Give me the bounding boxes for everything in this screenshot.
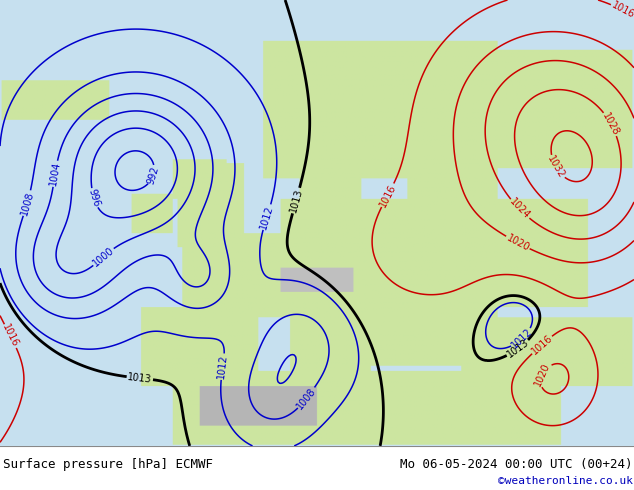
Text: 1016: 1016 bbox=[1, 323, 20, 349]
Text: 1028: 1028 bbox=[600, 111, 621, 137]
Text: 992: 992 bbox=[146, 165, 161, 185]
Text: 1020: 1020 bbox=[505, 233, 531, 253]
Text: 1016: 1016 bbox=[378, 182, 398, 208]
Text: 1012: 1012 bbox=[216, 354, 230, 379]
Text: 1024: 1024 bbox=[507, 197, 532, 221]
Text: 1013: 1013 bbox=[288, 188, 304, 214]
Text: Mo 06-05-2024 00:00 UTC (00+24): Mo 06-05-2024 00:00 UTC (00+24) bbox=[400, 458, 633, 471]
Text: 1032: 1032 bbox=[546, 154, 567, 180]
Text: 1013: 1013 bbox=[127, 372, 153, 385]
Text: ©weatheronline.co.uk: ©weatheronline.co.uk bbox=[498, 476, 633, 487]
Text: 1016: 1016 bbox=[610, 0, 634, 21]
Text: Surface pressure [hPa] ECMWF: Surface pressure [hPa] ECMWF bbox=[3, 458, 213, 471]
Text: 1004: 1004 bbox=[48, 161, 62, 187]
Text: 1012: 1012 bbox=[510, 326, 534, 351]
Text: 996: 996 bbox=[86, 188, 101, 208]
Text: 1020: 1020 bbox=[533, 361, 552, 388]
Text: 1008: 1008 bbox=[19, 190, 36, 216]
Text: 1008: 1008 bbox=[295, 386, 318, 411]
Text: 1013: 1013 bbox=[505, 337, 531, 360]
Text: 1016: 1016 bbox=[529, 333, 554, 357]
Text: 1000: 1000 bbox=[91, 245, 116, 269]
Text: 1012: 1012 bbox=[259, 204, 275, 230]
